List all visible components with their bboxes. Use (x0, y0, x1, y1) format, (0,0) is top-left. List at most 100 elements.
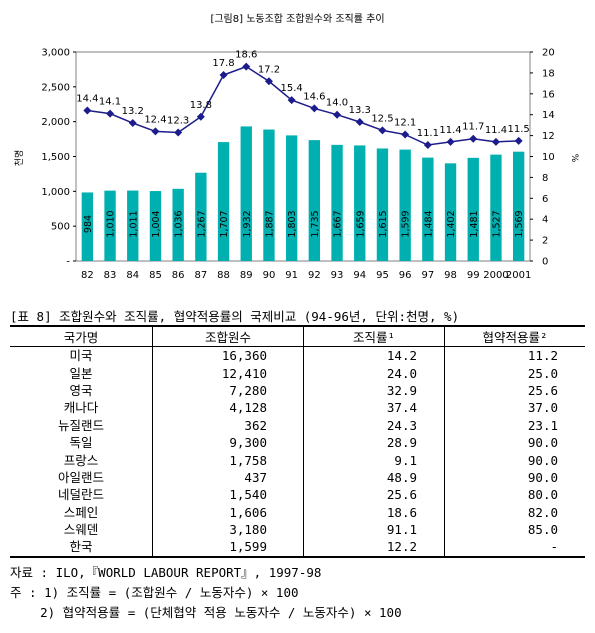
bar (195, 172, 207, 261)
line-marker (355, 118, 364, 127)
cell-org-rate: 18.6 (303, 503, 445, 521)
line-marker (83, 106, 92, 115)
line-value-label: 14.4 (76, 94, 98, 105)
cell-coverage-rate: 25.0 (444, 364, 585, 382)
x-tick-label: 2001 (506, 270, 531, 281)
cell-country: 미국 (69, 348, 93, 364)
cell-members: 1,540 (152, 486, 304, 504)
x-tick-label: 82 (81, 270, 94, 281)
table-header-row: 국가명 조합원수 조직률¹ 협약적용률² (10, 325, 585, 347)
line-marker (264, 77, 273, 86)
cell-org-rate: 9.1 (303, 451, 445, 469)
footnote-1: 주 : 1) 조직률 = (조합원수 / 노동자수) × 100 (10, 585, 299, 600)
table-row: 캐나다 4,128 37.4 37.0 (10, 399, 585, 417)
line-value-label: 11.4 (485, 125, 507, 136)
cell-org-rate-value: 28.9 (386, 435, 417, 451)
cell-coverage-rate: 90.0 (444, 468, 585, 487)
cell-members: 437 (152, 468, 304, 487)
x-tick-label: 85 (149, 270, 162, 281)
line-marker (106, 109, 115, 118)
line-value-label: 18.6 (235, 50, 257, 61)
line-marker (128, 119, 137, 128)
cell-org-rate-value: 12.2 (386, 539, 417, 555)
cell-org-rate: 24.0 (303, 364, 445, 382)
cell-org-rate-value: 18.6 (386, 504, 417, 520)
right-tick-label: 20 (542, 48, 555, 59)
bar (172, 188, 184, 261)
line-value-label: 11.7 (462, 122, 484, 133)
cell-org-rate: 24.3 (303, 416, 445, 434)
cell-members-value: 7,280 (229, 382, 267, 398)
right-tick-label: 14 (542, 110, 555, 121)
line-marker (469, 134, 478, 143)
bar (512, 151, 525, 261)
bar (399, 149, 411, 261)
table-row: 영국 7,280 32.9 25.6 (10, 381, 585, 400)
cell-members-value: 1,599 (229, 539, 267, 555)
cell-members-value: 437 (244, 469, 267, 485)
cell-org-rate: 32.9 (303, 381, 445, 400)
line-marker (310, 104, 319, 113)
line-value-label: 13.8 (190, 100, 212, 111)
cell-country: 스웨덴 (63, 522, 99, 538)
table-row: 아일랜드 437 48.9 90.0 (10, 468, 585, 487)
cell-country: 네덜란드 (57, 487, 104, 503)
bar-value-label: 1,267 (196, 210, 207, 237)
line-value-label: 12.3 (167, 115, 189, 126)
cell-members: 1,606 (152, 503, 304, 521)
footnote-2: 2) 협약적용률 = (단체협약 적용 노동자수 / 노동자수) × 100 (10, 605, 402, 620)
x-tick-label: 87 (194, 270, 207, 281)
bar-value-label: 1,735 (310, 210, 321, 237)
left-tick-label: 2,000 (41, 117, 70, 128)
line-value-label: 12.5 (371, 113, 393, 124)
bar (308, 140, 321, 261)
cell-coverage-rate-value: - (550, 539, 558, 555)
header-members: 조합원수 (152, 325, 304, 347)
line-value-label: 11.1 (417, 128, 439, 139)
cell-coverage-rate-value: 80.0 (527, 487, 558, 503)
cell-members: 1,599 (152, 538, 304, 558)
x-tick-label: 90 (263, 270, 276, 281)
source-note: 자료 : ILO,『WORLD LABOUR REPORT』, 1997-98 (10, 565, 322, 580)
cell-org-rate-value: 14.2 (386, 348, 417, 364)
bar-value-label: 1,887 (264, 210, 275, 237)
cell-members-value: 3,180 (229, 522, 267, 538)
cell-members-value: 16,360 (221, 348, 267, 364)
header-country: 국가명 (10, 325, 153, 347)
x-tick-label: 83 (104, 270, 117, 281)
right-tick-label: 18 (542, 68, 555, 79)
cell-coverage-rate: 85.0 (444, 520, 585, 539)
right-tick-label: 2 (542, 236, 548, 247)
cell-country: 아일랜드 (57, 469, 104, 485)
cell-org-rate: 14.2 (303, 346, 445, 365)
cell-coverage-rate-value: 37.0 (527, 400, 558, 416)
left-tick-label: 2,500 (41, 82, 70, 93)
bar-value-label: 984 (83, 215, 94, 233)
cell-members-value: 1,540 (229, 487, 267, 503)
left-tick-label: 1,500 (41, 152, 70, 163)
cell-country: 스페인 (63, 504, 99, 520)
cell-coverage-rate-value: 90.0 (527, 435, 558, 451)
cell-members: 12,410 (152, 364, 304, 382)
x-tick-label: 88 (217, 270, 230, 281)
notes: 자료 : ILO,『WORLD LABOUR REPORT』, 1997-98 주… (10, 563, 402, 623)
line-value-label: 11.5 (508, 124, 530, 135)
cell-org-rate-value: 32.9 (386, 382, 417, 398)
bar (444, 163, 457, 261)
right-tick-label: 12 (542, 131, 555, 142)
right-tick-label: 16 (542, 89, 555, 100)
cell-coverage-rate: 37.0 (444, 399, 585, 417)
bar (149, 191, 162, 261)
bar (354, 145, 366, 261)
cell-coverage-rate: 23.1 (444, 416, 585, 434)
bar (285, 135, 298, 261)
cell-org-rate-value: 24.3 (386, 417, 417, 433)
cell-coverage-rate-value: 90.0 (527, 469, 558, 485)
bar (376, 148, 389, 261)
cell-members-value: 1,606 (229, 504, 267, 520)
combo-chart: - 500 1,000 1,500 2,000 2,500 3,000 0 2 4 6 8 10 12 14… (14, 48, 579, 282)
bar (331, 144, 343, 261)
cell-members: 7,280 (152, 381, 304, 400)
line-marker (242, 62, 251, 71)
cell-coverage-rate-value: 25.0 (527, 365, 558, 381)
